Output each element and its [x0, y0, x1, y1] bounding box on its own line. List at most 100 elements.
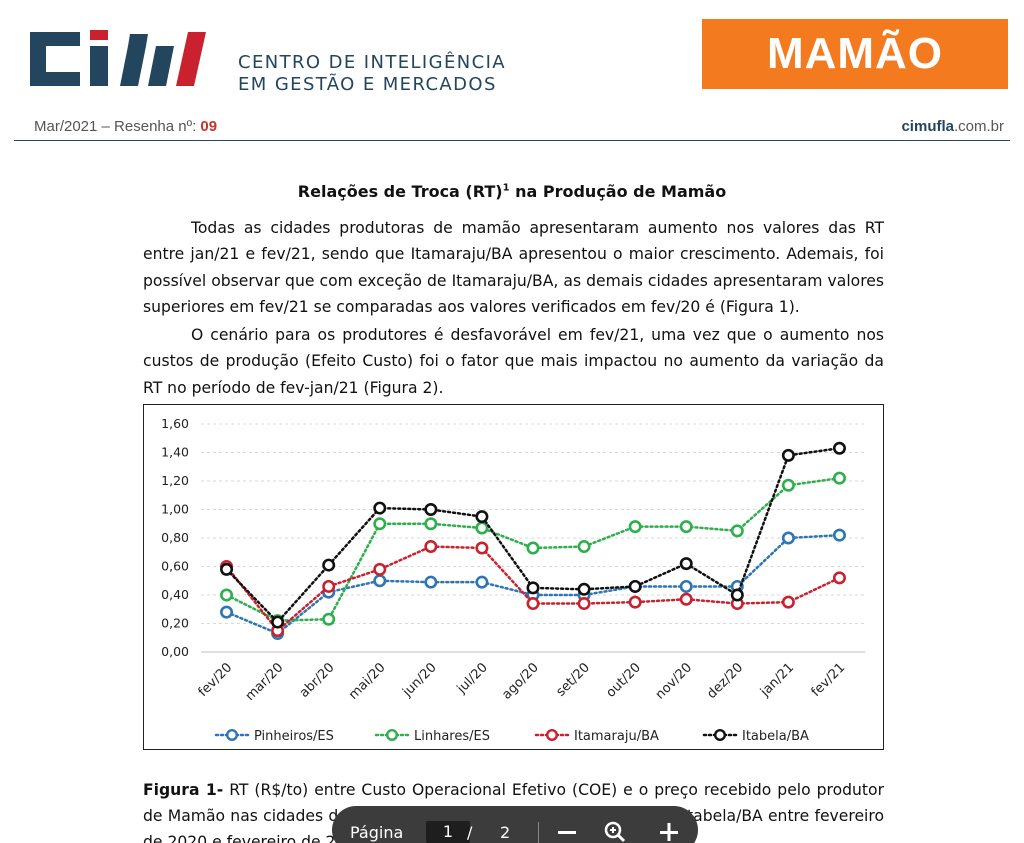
title-footnote: 1 — [502, 182, 510, 194]
y-tick-label: 1,00 — [161, 502, 189, 517]
data-point — [373, 517, 387, 531]
issue-prefix: Mar/2021 – Resenha nº: — [34, 118, 201, 135]
total-pages: 2 — [500, 823, 511, 842]
data-point — [679, 557, 693, 571]
x-tick-label: ago/20 — [499, 660, 541, 702]
data-point — [475, 575, 489, 589]
data-point — [628, 520, 642, 534]
data-point — [628, 579, 642, 593]
zoom-fit-button[interactable] — [600, 818, 630, 843]
site-link[interactable]: cimufla.com.br — [901, 118, 1004, 135]
x-tick-label: set/20 — [553, 660, 592, 699]
data-point — [679, 579, 693, 593]
issue-bar: Mar/2021 – Resenha nº: 09 cimufla.com.br — [0, 115, 1024, 141]
header-divider — [14, 140, 1010, 141]
data-point — [679, 592, 693, 606]
y-tick-label: 0,40 — [161, 587, 189, 602]
data-point — [832, 471, 846, 485]
data-point — [730, 524, 744, 538]
y-tick-label: 1,20 — [161, 473, 189, 488]
data-point — [577, 540, 591, 554]
legend-swatch-marker — [546, 729, 559, 742]
data-point — [475, 541, 489, 555]
legend-swatch-marker — [714, 729, 727, 742]
article-title: Relações de Troca (RT)1 na Produção de M… — [0, 182, 1024, 201]
legend-label: Linhares/ES — [414, 729, 490, 744]
page-separator: / — [467, 823, 473, 842]
rt-line-chart: 0,00 0,20 0,40 0,60 0,80 1,00 1,20 1,40 1,60 fev/… — [143, 404, 884, 750]
data-point — [475, 510, 489, 524]
data-point — [322, 612, 336, 626]
data-point — [373, 501, 387, 515]
zoom-in-button[interactable] — [654, 818, 684, 843]
title-main: Relações de Troca (RT) — [297, 182, 503, 201]
y-tick-label: 1,40 — [161, 445, 189, 460]
legend-label: Pinheiros/ES — [254, 729, 334, 744]
x-tick-label: jul/20 — [454, 660, 491, 697]
data-point — [220, 588, 234, 602]
legend-label: Itabela/BA — [742, 729, 809, 744]
data-point — [781, 478, 795, 492]
y-tick-label: 0,00 — [161, 644, 189, 659]
x-tick-label: mai/20 — [346, 660, 389, 703]
data-point — [628, 595, 642, 609]
org-name: CENTRO DE INTELIGÊNCIA EM GESTÃO E MERCA… — [238, 52, 506, 96]
title-suffix: na Produção de Mamão — [509, 182, 727, 201]
magnifier-icon — [604, 821, 626, 843]
data-point — [271, 615, 285, 629]
data-point — [220, 562, 234, 576]
data-point — [730, 588, 744, 602]
data-point — [526, 581, 540, 595]
data-point — [679, 520, 693, 534]
zoom-out-button[interactable] — [552, 818, 582, 843]
paragraph-2: O cenário para os produtores é desfavorá… — [143, 326, 884, 397]
legend-swatch-marker — [385, 729, 398, 742]
x-tick-label: fev/20 — [196, 660, 236, 700]
data-point — [832, 528, 846, 542]
site-bold: cimufla — [901, 118, 954, 135]
x-tick-label: dez/20 — [704, 660, 746, 702]
page-number-input[interactable]: 1 — [426, 821, 470, 843]
data-point — [832, 441, 846, 455]
data-point — [781, 531, 795, 545]
plus-icon — [660, 823, 678, 841]
issue-number: 09 — [200, 118, 218, 135]
data-point — [220, 605, 234, 619]
page-header: CENTRO DE INTELIGÊNCIA EM GESTÃO E MERCA… — [0, 0, 1024, 115]
legend-label: Itamaraju/BA — [574, 729, 659, 744]
x-tick-label: mar/20 — [243, 660, 287, 704]
y-tick-label: 0,80 — [161, 530, 189, 545]
x-tick-label: out/20 — [604, 660, 644, 700]
caption-label: Figura 1- — [143, 781, 224, 799]
chart-canvas: 0,00 0,20 0,40 0,60 0,80 1,00 1,20 1,40 1,60 fev/… — [161, 416, 865, 744]
data-point — [424, 517, 438, 531]
x-tick-label: jun/20 — [399, 660, 439, 700]
org-name-line1: CENTRO DE INTELIGÊNCIA — [238, 52, 507, 73]
org-name-line2: EM GESTÃO E MERCADOS — [238, 74, 497, 95]
data-point — [781, 595, 795, 609]
x-tick-label: abr/20 — [297, 660, 338, 701]
pdf-viewer-toolbar: Página 1 / 2 — [332, 806, 698, 843]
y-tick-label: 0,60 — [161, 559, 189, 574]
issue-info: Mar/2021 – Resenha nº: 09 — [34, 118, 217, 135]
data-point — [526, 541, 540, 555]
site-rest: .com.br — [953, 118, 1004, 135]
product-badge: MAMÃO — [702, 19, 1008, 89]
data-point — [322, 558, 336, 572]
data-point — [424, 503, 438, 517]
minus-icon — [558, 831, 576, 834]
data-point — [577, 582, 591, 596]
data-point — [832, 571, 846, 585]
data-point — [322, 579, 336, 593]
legend-swatch-marker — [225, 729, 238, 742]
cim-logo — [30, 30, 206, 86]
paragraph-1: Todas as cidades produtoras de mamão apr… — [143, 219, 884, 316]
toolbar-divider — [538, 822, 539, 843]
y-tick-label: 1,60 — [161, 416, 189, 431]
data-point — [577, 597, 591, 611]
x-tick-label: nov/20 — [653, 660, 695, 702]
data-point — [373, 562, 387, 576]
data-point — [424, 575, 438, 589]
y-tick-label: 0,20 — [161, 616, 189, 631]
data-point — [424, 540, 438, 554]
